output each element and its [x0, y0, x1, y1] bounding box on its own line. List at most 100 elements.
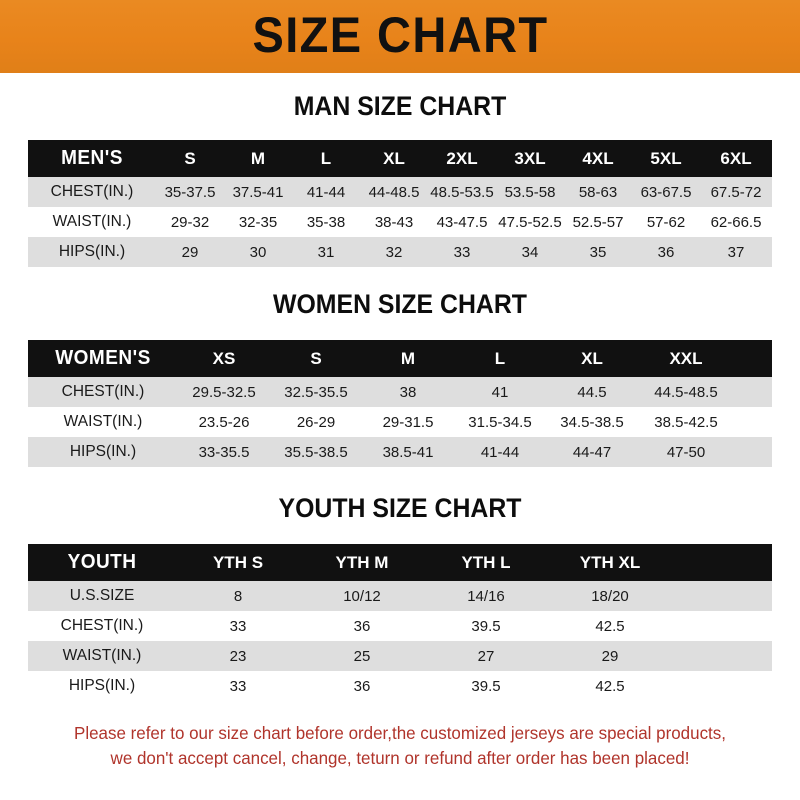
- table-row: WAIST(IN.) 23 25 27 29: [28, 641, 772, 671]
- men-waist-5xl: 57-62: [632, 207, 700, 237]
- youth-hips-s: 33: [176, 671, 300, 701]
- women-waist-s: 26-29: [270, 407, 362, 437]
- men-hips-l: 31: [292, 237, 360, 267]
- men-col-header-2xl: 2XL: [446, 148, 478, 168]
- men-hips-5xl: 36: [632, 237, 700, 267]
- table-row: U.S.SIZE 8 10/12 14/16 18/20: [28, 581, 772, 611]
- table-row: HIPS(IN.) 33-35.5 35.5-38.5 38.5-41 41-4…: [28, 437, 772, 467]
- women-chest-m: 38: [362, 377, 454, 407]
- table-row: CHEST(IN.) 29.5-32.5 32.5-35.5 38 41 44.…: [28, 377, 772, 407]
- men-waist-s: 29-32: [156, 207, 224, 237]
- men-hips-2xl: 33: [428, 237, 496, 267]
- men-hips-6xl: 37: [700, 237, 772, 267]
- youth-waist-l: 27: [424, 641, 548, 671]
- women-waist-l: 31.5-34.5: [454, 407, 546, 437]
- women-col-header-l: L: [494, 348, 506, 368]
- men-col-header-l: L: [320, 148, 332, 168]
- youth-hips-spacer: [672, 671, 772, 701]
- men-col-header-xl: XL: [383, 148, 405, 168]
- women-col-header-xl: XL: [581, 348, 603, 368]
- men-row-label-hips: HIPS(IN.): [28, 237, 156, 267]
- women-hips-xl: 44-47: [546, 437, 638, 467]
- youth-chest-s: 33: [176, 611, 300, 641]
- women-waist-xl: 34.5-38.5: [546, 407, 638, 437]
- youth-chest-xl: 42.5: [548, 611, 672, 641]
- men-chest-2xl: 48.5-53.5: [428, 177, 496, 207]
- men-chest-xl: 44-48.5: [360, 177, 428, 207]
- youth-hips-m: 36: [300, 671, 424, 701]
- men-row-label-header: MEN'S: [61, 147, 123, 169]
- table-row: CHEST(IN.) 33 36 39.5 42.5: [28, 611, 772, 641]
- women-chest-spacer: [734, 377, 772, 407]
- women-chest-xxl: 44.5-48.5: [638, 377, 734, 407]
- men-table-header-row: MEN'S S M L XL 2XL 3XL 4XL 5XL 6XL: [28, 140, 772, 177]
- youth-col-header-m: YTH M: [335, 552, 389, 572]
- men-chest-l: 41-44: [292, 177, 360, 207]
- youth-ussize-xl: 18/20: [548, 581, 672, 611]
- women-hips-xs: 33-35.5: [178, 437, 270, 467]
- footer-disclaimer-line-2: we don't accept cancel, change, teturn o…: [110, 748, 690, 769]
- women-chest-l: 41: [454, 377, 546, 407]
- youth-row-label-us-size: U.S.SIZE: [28, 581, 176, 611]
- women-chest-xs: 29.5-32.5: [178, 377, 270, 407]
- women-section-title: WOMEN SIZE CHART: [273, 289, 527, 319]
- page-title: SIZE CHART: [251, 7, 549, 63]
- table-row: HIPS(IN.) 29 30 31 32 33 34 35 36 37: [28, 237, 772, 267]
- men-waist-xl: 38-43: [360, 207, 428, 237]
- men-chest-5xl: 63-67.5: [632, 177, 700, 207]
- footer-disclaimer-line-1: Please refer to our size chart before or…: [74, 723, 726, 743]
- youth-col-header-s: YTH S: [212, 552, 264, 572]
- men-col-header-s: S: [184, 148, 196, 168]
- youth-ussize-l: 14/16: [424, 581, 548, 611]
- youth-chest-m: 36: [300, 611, 424, 641]
- youth-section-title: YOUTH SIZE CHART: [278, 493, 522, 523]
- women-waist-xs: 23.5-26: [178, 407, 270, 437]
- youth-chest-spacer: [672, 611, 772, 641]
- youth-waist-s: 23: [176, 641, 300, 671]
- youth-row-label-hips: HIPS(IN.): [28, 671, 176, 701]
- women-hips-xxl: 47-50: [638, 437, 734, 467]
- women-col-header-spacer: [734, 340, 772, 377]
- men-row-label-waist: WAIST(IN.): [28, 207, 156, 237]
- women-size-table: WOMEN'S XS S M L XL XXL CHEST(IN.) 29.5-…: [28, 340, 772, 467]
- men-waist-3xl: 47.5-52.5: [496, 207, 564, 237]
- men-size-table: MEN'S S M L XL 2XL 3XL 4XL 5XL 6XL CHEST…: [28, 140, 772, 267]
- women-waist-spacer: [734, 407, 772, 437]
- women-col-header-s: S: [310, 348, 322, 368]
- men-chest-6xl: 67.5-72: [700, 177, 772, 207]
- men-col-header-5xl: 5XL: [650, 148, 682, 168]
- men-col-header-4xl: 4XL: [582, 148, 614, 168]
- table-row: WAIST(IN.) 23.5-26 26-29 29-31.5 31.5-34…: [28, 407, 772, 437]
- men-waist-2xl: 43-47.5: [428, 207, 496, 237]
- youth-table-header-row: YOUTH YTH S YTH M YTH L YTH XL: [28, 544, 772, 581]
- men-row-label-chest: CHEST(IN.): [28, 177, 156, 207]
- men-waist-m: 32-35: [224, 207, 292, 237]
- women-col-header-m: M: [400, 348, 416, 368]
- youth-row-label-header: YOUTH: [67, 551, 137, 573]
- men-chest-4xl: 58-63: [564, 177, 632, 207]
- women-col-header-xxl: XXL: [669, 348, 703, 368]
- youth-ussize-m: 10/12: [300, 581, 424, 611]
- women-chest-s: 32.5-35.5: [270, 377, 362, 407]
- youth-row-label-waist: WAIST(IN.): [28, 641, 176, 671]
- women-hips-m: 38.5-41: [362, 437, 454, 467]
- men-col-header-6xl: 6XL: [720, 148, 752, 168]
- table-row: WAIST(IN.) 29-32 32-35 35-38 38-43 43-47…: [28, 207, 772, 237]
- youth-col-header-l: YTH L: [461, 552, 511, 572]
- page-banner: SIZE CHART: [0, 0, 800, 73]
- men-hips-4xl: 35: [564, 237, 632, 267]
- men-chest-m: 37.5-41: [224, 177, 292, 207]
- men-hips-xl: 32: [360, 237, 428, 267]
- youth-ussize-s: 8: [176, 581, 300, 611]
- table-row: CHEST(IN.) 35-37.5 37.5-41 41-44 44-48.5…: [28, 177, 772, 207]
- youth-col-header-xl: YTH XL: [579, 552, 641, 572]
- men-hips-3xl: 34: [496, 237, 564, 267]
- men-waist-4xl: 52.5-57: [564, 207, 632, 237]
- men-col-header-m: M: [250, 148, 266, 168]
- women-table-header-row: WOMEN'S XS S M L XL XXL: [28, 340, 772, 377]
- women-row-label-waist: WAIST(IN.): [28, 407, 178, 437]
- table-row: HIPS(IN.) 33 36 39.5 42.5: [28, 671, 772, 701]
- youth-size-table-wrap: YOUTH YTH S YTH M YTH L YTH XL U.S.SIZE …: [28, 544, 772, 701]
- footer-disclaimer: Please refer to our size chart before or…: [12, 721, 788, 772]
- youth-chest-l: 39.5: [424, 611, 548, 641]
